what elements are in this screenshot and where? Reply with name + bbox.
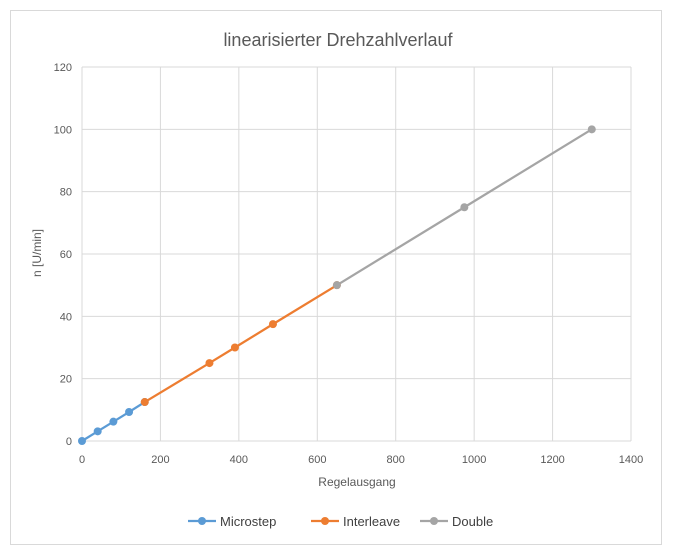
data-point-interleave [205,359,214,368]
data-point-microstep [125,408,134,417]
y-tick-label: 20 [60,374,72,386]
gridlines [81,66,632,442]
y-tick-label: 100 [54,124,72,136]
x-tick-label: 0 [79,454,85,466]
x-tick-label: 200 [151,454,169,466]
legend-marker-double [430,517,438,525]
y-axis-label: n [U/min] [30,229,44,277]
data-point-microstep [78,437,86,445]
legend: Microstep Interleave Double [188,514,493,529]
legend-label-interleave: Interleave [343,514,400,529]
chart-frame [10,10,662,545]
legend-item-interleave: Interleave [311,514,400,529]
data-point-double [587,125,596,134]
legend-item-microstep: Microstep [188,514,276,529]
x-axis-label: Regelausgang [318,475,395,489]
data-point-double [332,281,341,290]
legend-marker-interleave [321,517,329,525]
y-tick-label: 60 [60,249,72,261]
x-tick-label: 800 [387,454,405,466]
chart-title: linearisierter Drehzahlverlauf [223,30,453,50]
x-tick-label: 1400 [619,454,643,466]
legend-label-microstep: Microstep [220,514,276,529]
y-tick-label: 120 [54,62,72,74]
y-axis-ticks: 0 20 40 60 80 100 120 [54,62,72,448]
legend-label-double: Double [452,514,493,529]
x-tick-label: 400 [230,454,248,466]
data-point-interleave [230,343,239,352]
series-layer [78,125,596,445]
y-tick-label: 80 [60,187,72,199]
series-line-interleave [144,284,338,404]
data-point-interleave [268,320,277,329]
data-point-interleave [140,398,149,407]
x-tick-label: 600 [308,454,326,466]
legend-item-double: Double [420,514,493,529]
x-tick-label: 1200 [540,454,564,466]
x-tick-label: 1000 [462,454,486,466]
y-tick-label: 40 [60,311,72,323]
legend-marker-microstep [198,517,206,525]
data-point-microstep [93,427,102,436]
x-axis-ticks: 0 200 400 600 800 1000 1200 1400 [79,454,643,466]
data-point-double [460,203,469,212]
y-tick-label: 0 [66,436,72,448]
data-point-microstep [109,417,118,426]
